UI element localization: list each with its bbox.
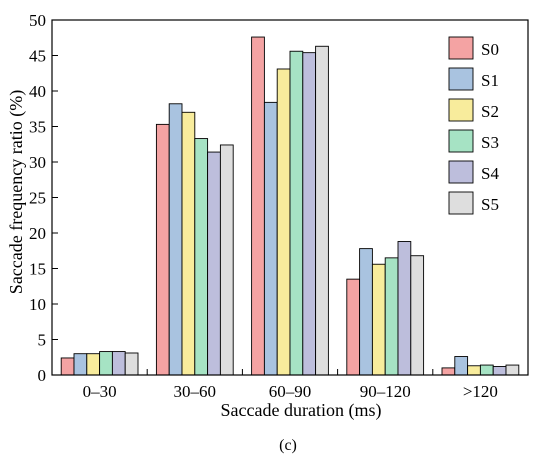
x-tick-label: 90–120 (360, 382, 411, 401)
y-tick-label: 25 (29, 189, 46, 208)
bar-s0-3 (346, 278, 361, 376)
y-tick-label: 30 (29, 153, 46, 172)
bar-s2-1 (181, 111, 196, 376)
bar-s3-0 (99, 351, 113, 376)
y-tick-label: 0 (38, 366, 47, 385)
legend-swatch-s5 (448, 191, 474, 215)
bars-layer (60, 36, 520, 376)
bar-s4-3 (397, 241, 412, 376)
y-tick-label: 15 (29, 260, 46, 279)
y-tick-label: 10 (29, 295, 46, 314)
legend-label-s1: S1 (481, 71, 499, 90)
bar-s1-0 (73, 353, 88, 376)
legend-label-s0: S0 (481, 40, 499, 59)
bar-s3-2 (289, 50, 304, 376)
bar-s3-1 (194, 138, 209, 376)
bar-s3-4 (479, 364, 494, 376)
legend-swatch-s1 (448, 67, 474, 91)
legend-swatch-s2 (448, 98, 474, 122)
bar-s5-0 (124, 352, 139, 376)
bar-s4-4 (492, 366, 507, 376)
bar-s0-1 (155, 123, 170, 376)
bar-s3-3 (384, 257, 399, 376)
y-tick-label: 35 (29, 118, 46, 137)
bar-s1-1 (168, 103, 183, 376)
bar-s0-4 (441, 367, 456, 376)
bar-s0-0 (60, 357, 75, 376)
axes-layer: 0 5 10 15 20 25 30 35 40 45 50 0–30 30–60 60–90 90–120… (29, 11, 529, 401)
bar-s2-0 (86, 353, 101, 376)
y-tick-label: 20 (29, 224, 46, 243)
x-tick-label: 0–30 (83, 382, 117, 401)
bar-s2-3 (371, 263, 386, 376)
y-tick-label: 50 (29, 11, 46, 30)
panel-label: (c) (279, 437, 297, 454)
bar-s5-2 (315, 45, 329, 376)
legend-label-s5: S5 (481, 195, 499, 214)
legend-label-s4: S4 (481, 164, 499, 183)
bar-s1-4 (454, 356, 469, 376)
bar-s1-2 (263, 101, 278, 376)
bar-s0-2 (251, 36, 265, 376)
legend: S0 S1 S2 S3 S4 S5 (448, 36, 499, 215)
y-tick-label: 45 (29, 47, 46, 66)
bar-s1-3 (359, 248, 373, 376)
y-axis-title: Saccade frequency ratio (%) (6, 90, 27, 294)
y-tick-label: 40 (29, 82, 46, 101)
legend-label-s2: S2 (481, 102, 499, 121)
bar-s5-1 (219, 144, 234, 376)
legend-swatch-s0 (448, 36, 474, 60)
x-tick-label: 60–90 (269, 382, 312, 401)
bar-s4-1 (207, 151, 221, 376)
bar-s5-4 (505, 364, 520, 376)
bar-s4-2 (302, 52, 317, 376)
bar-s2-4 (467, 365, 481, 376)
x-axis-title: Saccade duration (ms) (221, 400, 382, 421)
x-tick-label: >120 (463, 382, 498, 401)
legend-swatch-s3 (448, 129, 474, 153)
x-tick-label: 30–60 (174, 382, 217, 401)
bar-s5-3 (410, 255, 425, 376)
bar-s4-0 (111, 351, 126, 376)
bar-s2-2 (276, 68, 291, 376)
legend-swatch-s4 (448, 160, 474, 184)
y-tick-label: 5 (38, 331, 47, 350)
legend-label-s3: S3 (481, 133, 499, 152)
